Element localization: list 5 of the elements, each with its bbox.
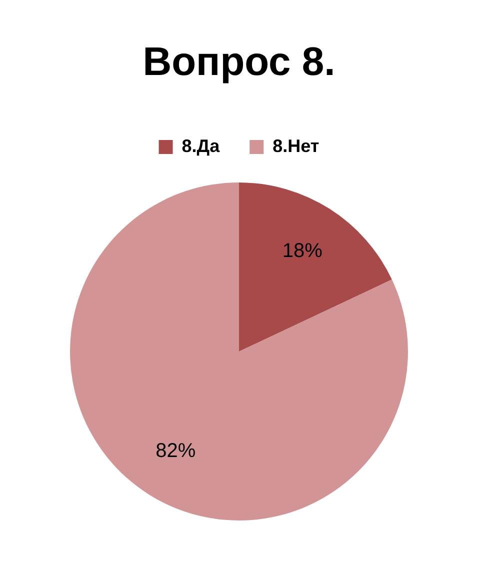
legend-label: 8.Да bbox=[182, 136, 221, 156]
chart-title: Вопрос 8. bbox=[142, 40, 336, 84]
legend-label: 8.Нет bbox=[272, 136, 320, 156]
data-label: 18% bbox=[282, 240, 323, 262]
data-label: 82% bbox=[156, 440, 196, 462]
